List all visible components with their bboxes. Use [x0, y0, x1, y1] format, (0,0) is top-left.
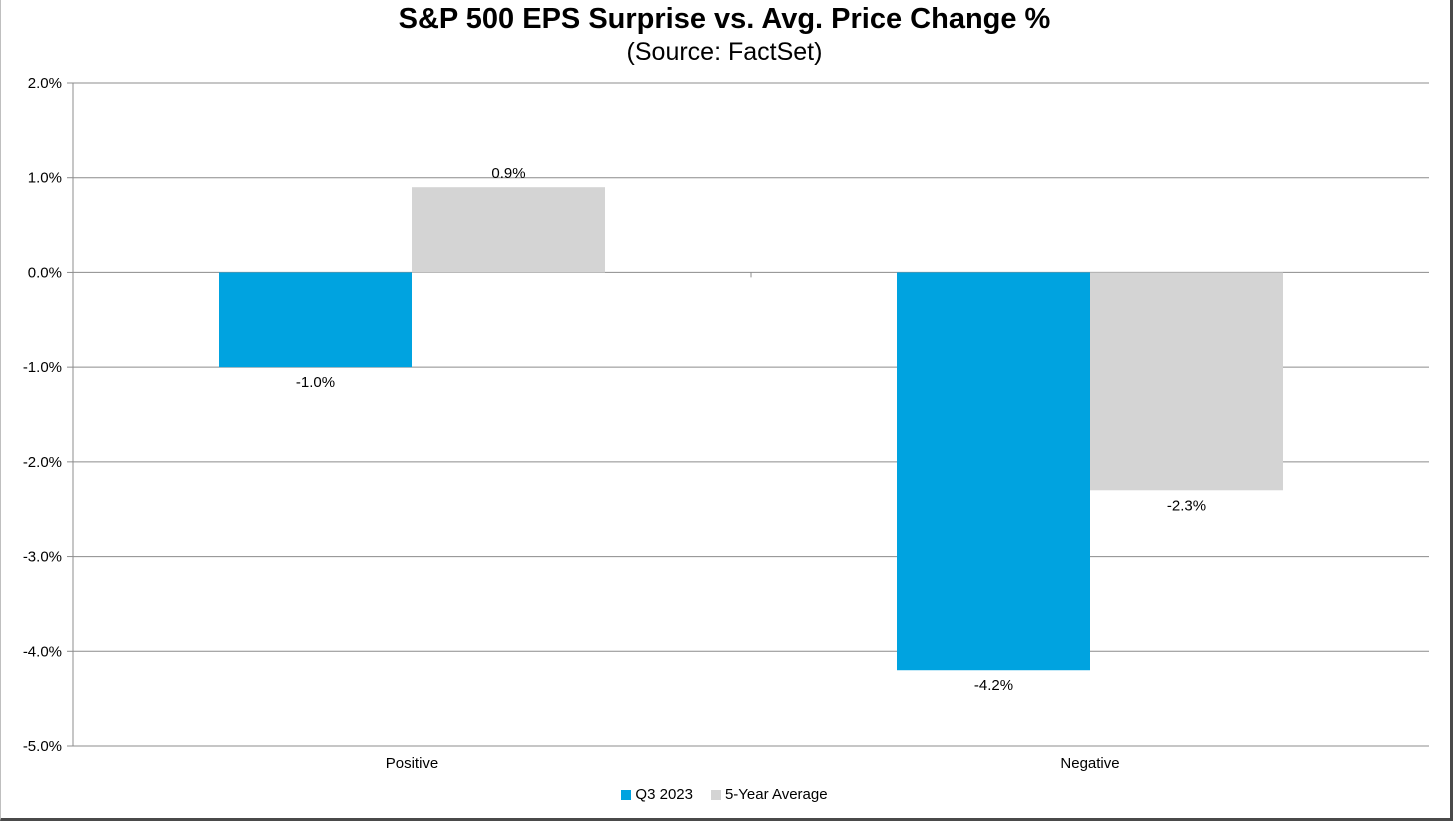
chart-title: S&P 500 EPS Surprise vs. Avg. Price Chan… — [398, 3, 1051, 35]
legend-item-5-year-average: 5-Year Average — [710, 786, 828, 803]
x-category-label-negative: Negative — [1060, 755, 1119, 772]
axes — [72, 83, 1429, 747]
legend-label-5-year-average: 5-Year Average — [724, 786, 828, 803]
bar-negative-5-year-average — [1090, 272, 1283, 491]
y-tick-label: -2.0% — [23, 454, 62, 471]
data-label-negative-5-year-average: -2.3% — [1167, 497, 1206, 514]
bar-positive-5-year-average — [412, 187, 605, 273]
bar-positive-q3-2023 — [219, 272, 412, 368]
y-tick-label: 2.0% — [28, 75, 62, 92]
y-tick-label: 0.0% — [28, 264, 62, 281]
bars — [219, 187, 1283, 671]
x-category-label-positive: Positive — [386, 755, 439, 772]
bar-negative-q3-2023 — [897, 272, 1090, 671]
chart-subtitle: (Source: FactSet) — [626, 38, 823, 66]
y-tick-label: -4.0% — [23, 643, 62, 660]
legend-swatch-5-year-average — [710, 789, 721, 800]
y-tick-label: -3.0% — [23, 549, 62, 566]
chart-legend: Q3 2023 5-Year Average — [0, 786, 1449, 803]
data-label-negative-q3-2023: -4.2% — [974, 677, 1013, 694]
bar-chart: 2.0% 1.0% 0.0% -1.0% -2.0% -3.0% -4.0% -5.0% -1… — [23, 75, 1429, 772]
legend-swatch-q3-2023 — [621, 789, 632, 800]
y-tick-label: -1.0% — [23, 359, 62, 376]
data-labels: -1.0% 0.9% -4.2% -2.3% — [296, 165, 1206, 694]
data-label-positive-5-year-average: 0.9% — [491, 165, 525, 182]
y-tick-label: 1.0% — [28, 170, 62, 187]
y-tick-label: -5.0% — [23, 738, 62, 755]
x-axis-categories: Positive Negative — [386, 755, 1120, 772]
y-axis-ticks: 2.0% 1.0% 0.0% -1.0% -2.0% -3.0% -4.0% -5.0% — [23, 75, 73, 755]
legend-label-q3-2023: Q3 2023 — [635, 786, 693, 803]
data-label-positive-q3-2023: -1.0% — [296, 374, 335, 391]
legend-item-q3-2023: Q3 2023 — [621, 786, 693, 803]
